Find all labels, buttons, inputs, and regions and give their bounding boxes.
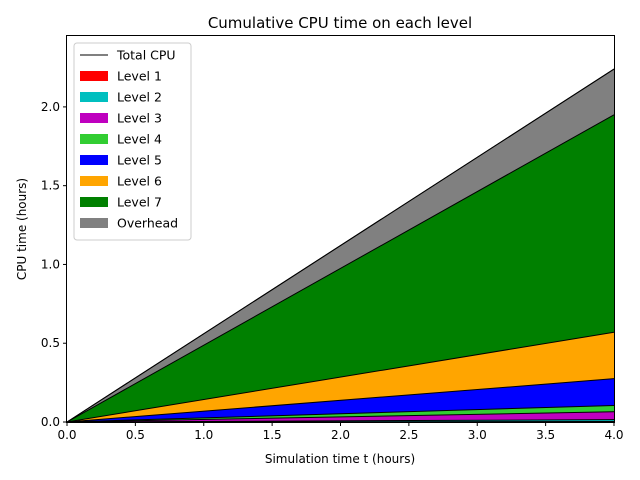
legend: Total CPU Level 1 Level 2 Level 3 Level 4 Lev…: [73, 42, 192, 241]
legend-swatch-level-4: [80, 134, 108, 144]
x-axis-label: Simulation time t (hours): [265, 452, 415, 466]
y-axis-label: CPU time (hours): [15, 178, 29, 280]
chart-title: Cumulative CPU time on each level: [208, 14, 472, 32]
legend-swatch-level-5: [80, 155, 108, 165]
boundary-line-level-3: [66, 411, 615, 423]
y-tick-label: 0.0: [41, 415, 60, 429]
boundary-line-level-4: [66, 404, 615, 423]
legend-swatch-overhead: [80, 218, 108, 228]
boundary-line-level-5: [66, 378, 615, 423]
x-tick-label: 4.0: [604, 428, 623, 442]
boundary-line-level-2: [66, 419, 615, 423]
x-tick-label: 1.5: [263, 428, 282, 442]
legend-label-level-2: Level 2: [117, 90, 162, 105]
boundary-line-level-7: [66, 114, 615, 423]
line-total-cpu: [66, 68, 615, 423]
y-tick-label: 1.5: [41, 179, 60, 193]
legend-swatch-level-1: [80, 71, 108, 81]
x-tick-label: 3.5: [536, 428, 555, 442]
legend-label-level-7: Level 7: [117, 195, 162, 210]
x-tick-label: 1.0: [194, 428, 213, 442]
y-tick-label: 1.0: [41, 257, 60, 271]
legend-label-level-1: Level 1: [117, 69, 162, 84]
x-tick-label: 3.0: [468, 428, 487, 442]
y-tick-label: 2.0: [41, 100, 60, 114]
x-tick-label: 2.5: [399, 428, 418, 442]
y-axis-ticks: 0.0 0.5 1.0 1.5 2.0: [41, 100, 67, 429]
legend-swatch-level-6: [80, 176, 108, 186]
legend-swatch-level-3: [80, 113, 108, 123]
x-tick-label: 2.0: [331, 428, 350, 442]
legend-label-overhead: Overhead: [117, 216, 178, 231]
boundary-line-level-6: [66, 331, 615, 423]
legend-label-level-6: Level 6: [117, 174, 162, 189]
legend-label-level-4: Level 4: [117, 132, 162, 147]
x-axis-ticks: 0.0 0.5 1.0 1.5 2.0 2.5 3.0 3.5 4.0: [57, 422, 624, 442]
legend-label-level-5: Level 5: [117, 153, 162, 168]
x-tick-label: 0.5: [126, 428, 145, 442]
legend-label-total-cpu: Total CPU: [116, 48, 176, 63]
y-tick-label: 0.5: [41, 336, 60, 350]
x-tick-label: 0.0: [57, 428, 76, 442]
legend-swatch-level-7: [80, 197, 108, 207]
legend-label-level-3: Level 3: [117, 111, 162, 126]
series-boundary-lines: [66, 68, 615, 423]
legend-swatch-level-2: [80, 92, 108, 102]
